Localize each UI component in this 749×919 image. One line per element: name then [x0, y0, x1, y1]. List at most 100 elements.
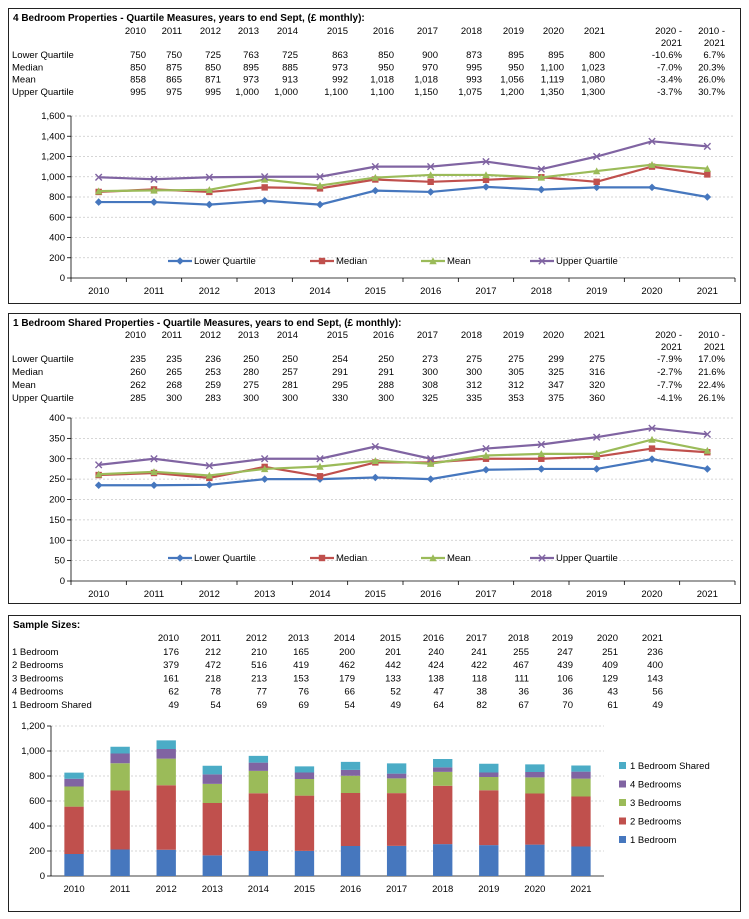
table-cell: 275	[243, 380, 259, 391]
x-tick-label: 2019	[586, 286, 607, 297]
table-cell: 422	[471, 660, 487, 671]
table-col-header: 2021	[704, 342, 725, 353]
table-col-header: 2021	[642, 633, 663, 644]
table-col-header: 2020	[597, 633, 618, 644]
bar-segment	[433, 759, 453, 768]
series-marker	[94, 461, 103, 469]
table-col-header: 2018	[461, 26, 482, 37]
series-marker	[205, 200, 214, 209]
table-cell: 472	[205, 660, 221, 671]
bar-segment	[479, 763, 499, 773]
table-col-header: 2021	[661, 342, 682, 353]
series-marker	[371, 473, 380, 482]
x-tick-label: 2010	[88, 589, 109, 600]
table-cell: 312	[508, 380, 524, 391]
x-tick-label: 2019	[478, 884, 499, 895]
table-cell: 865	[166, 75, 182, 86]
table-col-header: 2019	[503, 330, 524, 341]
y-tick-label: 0	[60, 273, 65, 284]
table-cell: 895	[508, 50, 524, 61]
table-cell: 49	[390, 700, 401, 711]
table-cell: 750	[130, 50, 146, 61]
x-tick-label: 2011	[144, 286, 164, 297]
table-row-label: 2 Bedrooms	[12, 660, 63, 671]
series-marker	[205, 481, 214, 489]
series-marker	[150, 481, 158, 490]
table-cell: 236	[647, 647, 663, 658]
table-cell: 52	[390, 687, 401, 698]
table-col-header: 2021	[584, 330, 605, 341]
table-col-header: 2018	[461, 330, 482, 341]
legend-label: Median	[336, 553, 367, 564]
series-marker	[426, 162, 435, 171]
bar-segment	[479, 845, 499, 876]
x-tick-label: 2012	[199, 286, 220, 297]
table-col-header: 2010	[158, 633, 179, 644]
table-col-header: 2020 -	[655, 26, 682, 37]
table-cell: 240	[428, 647, 444, 658]
series-marker	[316, 473, 324, 480]
table-cell: 725	[205, 50, 221, 61]
table-cell: 950	[378, 62, 394, 73]
table-cell: 335	[466, 393, 482, 404]
bar-segment	[525, 844, 545, 876]
table-col-header: 2013	[238, 330, 259, 341]
bar-segment	[386, 763, 407, 774]
table-cell: 330	[332, 393, 348, 404]
table-cell: 409	[602, 660, 618, 671]
table-cell: 300	[422, 367, 438, 378]
series-marker	[537, 450, 546, 458]
table-cell: 312	[466, 380, 482, 391]
table-cell: 275	[508, 354, 524, 365]
table-cell: 118	[472, 673, 487, 684]
table-col-header: 2010	[125, 330, 146, 341]
bar-segment	[571, 846, 591, 876]
series-marker	[648, 455, 656, 463]
x-tick-label: 2020	[641, 286, 662, 297]
table-cell: 260	[130, 367, 146, 378]
four-bedroom-chart: 2010 2011 2012 2013 2014 2015 2016 2017 2018 2019…	[12, 26, 736, 297]
bar-segment	[525, 777, 545, 794]
table-cell: 273	[422, 354, 438, 365]
y-tick-label: 400	[29, 821, 45, 832]
series-marker	[316, 173, 324, 181]
table-cell: 419	[293, 660, 309, 671]
table-cell: 38	[476, 687, 487, 698]
bar-segment	[248, 755, 269, 763]
table-cell: 400	[647, 660, 663, 671]
series-line	[98, 427, 708, 467]
table-cell: 316	[589, 367, 605, 378]
table-cell: 129	[602, 673, 618, 684]
table-cell: 254	[332, 354, 348, 365]
table-cell: 873	[466, 50, 482, 61]
table-cell: 265	[166, 367, 182, 378]
table-cell: 218	[205, 673, 221, 684]
bar-segment	[294, 795, 315, 851]
legend-label: Lower Quartile	[194, 553, 256, 564]
bar-segment	[571, 765, 591, 772]
series-marker	[703, 465, 712, 473]
table-cell: 863	[332, 50, 348, 61]
table-col-header: 2015	[327, 330, 348, 341]
table-cell: 1,018	[370, 75, 394, 86]
x-tick-label: 2021	[697, 589, 718, 600]
table-cell: 69	[256, 700, 267, 711]
bar-segment	[386, 845, 407, 876]
x-tick-label: 2010	[63, 884, 84, 895]
table-cell: 299	[548, 354, 564, 365]
table-cell: 62	[168, 687, 179, 698]
bar-segment	[433, 771, 453, 786]
table-cell: 295	[332, 380, 348, 391]
table-cell: 871	[205, 75, 221, 86]
bar-segment	[340, 769, 361, 776]
x-tick-label: 2011	[144, 589, 164, 600]
x-tick-label: 2012	[156, 884, 177, 895]
legend-label: Median	[336, 256, 367, 267]
legend-label: 1 Bedroom Shared	[630, 761, 710, 772]
bar-segment	[156, 849, 176, 876]
table-cell: 36	[562, 687, 573, 698]
bar-segment	[248, 770, 269, 794]
table-cell: 308	[422, 380, 438, 391]
y-tick-label: 1,600	[41, 111, 65, 122]
y-tick-label: 150	[49, 515, 65, 526]
